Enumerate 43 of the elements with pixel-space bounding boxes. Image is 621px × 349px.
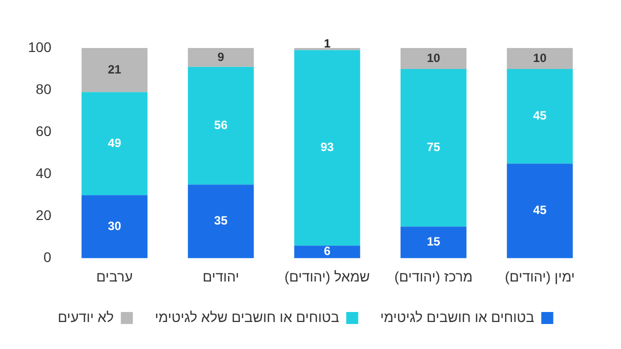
data-label: 56 (214, 118, 228, 132)
data-label: 30 (108, 218, 122, 233)
data-label: 15 (426, 234, 440, 249)
bar (506, 48, 573, 70)
data-label: 10 (533, 50, 547, 65)
bar (188, 66, 254, 185)
bar (188, 48, 254, 67)
data-label: 45 (533, 108, 547, 123)
y-tick-label: 0 (44, 249, 52, 266)
x-tick-label: ימין (יהודים) (504, 268, 575, 284)
data-label: 45 (533, 203, 547, 218)
data-label: 1 (324, 36, 331, 50)
data-label: 35 (214, 214, 228, 228)
y-tick-label: 60 (36, 122, 52, 139)
data-label: 49 (108, 136, 122, 150)
bar (294, 50, 360, 246)
bar (400, 226, 466, 258)
x-tick-label: שמאל (יהודים) (284, 268, 370, 284)
x-tick-label: ערבים (96, 268, 133, 284)
bar (400, 48, 466, 70)
bar (294, 246, 360, 258)
data-label: 6 (324, 244, 331, 258)
y-tick-label: 40 (36, 164, 52, 181)
legend-label: בטוחים או חושבים לגיטימי (380, 308, 534, 325)
data-label: 9 (218, 50, 225, 64)
y-tick-label: 20 (36, 207, 52, 224)
bar (188, 184, 254, 258)
bar (82, 48, 148, 92)
legend-label: לא יודעים (58, 308, 114, 325)
y-tick-label: 100 (28, 38, 52, 55)
y-tick-label: 80 (36, 80, 52, 97)
bar (82, 92, 148, 196)
bar (82, 195, 148, 258)
data-label: 10 (426, 50, 440, 65)
x-tick-label: יהודים (202, 268, 240, 284)
bar (400, 69, 466, 227)
legend-label: בטוחים או חושבים שלא לגיטימי (154, 308, 340, 325)
data-label: 75 (426, 140, 440, 154)
data-label: 93 (320, 140, 334, 154)
x-tick-label: מרכז (יהודים) (394, 268, 473, 284)
data-label: 21 (108, 62, 122, 76)
bar (506, 164, 573, 258)
bar (506, 69, 573, 164)
